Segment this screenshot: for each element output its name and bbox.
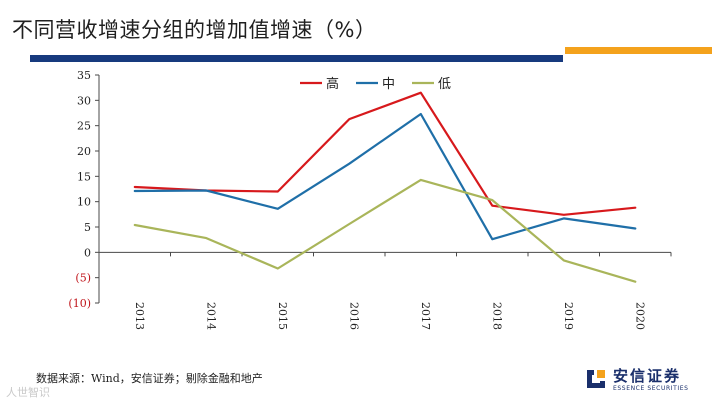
y-tick-label: 5	[84, 221, 91, 234]
x-tick-label: 2017	[419, 302, 432, 330]
y-tick-label: 20	[77, 145, 91, 158]
header-orange-bar	[565, 47, 712, 54]
x-tick-label: 2016	[347, 302, 360, 330]
x-tick-label: 2018	[490, 302, 503, 330]
logo-english-name: ESSENCE SECURITIES	[613, 385, 689, 392]
y-tick-label: 25	[77, 120, 91, 133]
legend-label: 低	[438, 77, 451, 92]
series-line-低	[133, 178, 637, 283]
x-tick-label: 2014	[204, 302, 217, 330]
x-tick-label: 2020	[633, 302, 646, 330]
y-tick-label: 15	[77, 170, 91, 183]
source-note: 数据来源：Wind，安信证券；剔除金融和地产	[36, 372, 263, 385]
x-tick-label: 2013	[133, 302, 146, 330]
y-tick-label: 0	[84, 246, 91, 259]
company-logo: 安信证券 ESSENCE SECURITIES	[585, 367, 689, 392]
y-tick-label: 10	[77, 196, 91, 209]
header-navy-bar	[30, 55, 563, 62]
y-tick-label: (5)	[75, 272, 91, 285]
watermark-text: 人世智识	[6, 386, 50, 399]
logo-chinese-name: 安信证券	[613, 367, 682, 385]
y-tick-label: 35	[77, 69, 91, 82]
y-tick-label: (10)	[68, 297, 91, 310]
x-tick-label: 2015	[276, 302, 289, 330]
legend-label: 中	[382, 77, 395, 92]
logo-mark-icon	[585, 368, 607, 390]
x-tick-label: 2019	[562, 302, 575, 330]
y-tick-label: 30	[77, 94, 91, 107]
page-title: 不同营收增速分组的增加值增速（%）	[12, 18, 377, 42]
series-line-中	[133, 112, 637, 241]
legend-label: 高	[326, 76, 339, 92]
series-line-高	[133, 91, 637, 216]
